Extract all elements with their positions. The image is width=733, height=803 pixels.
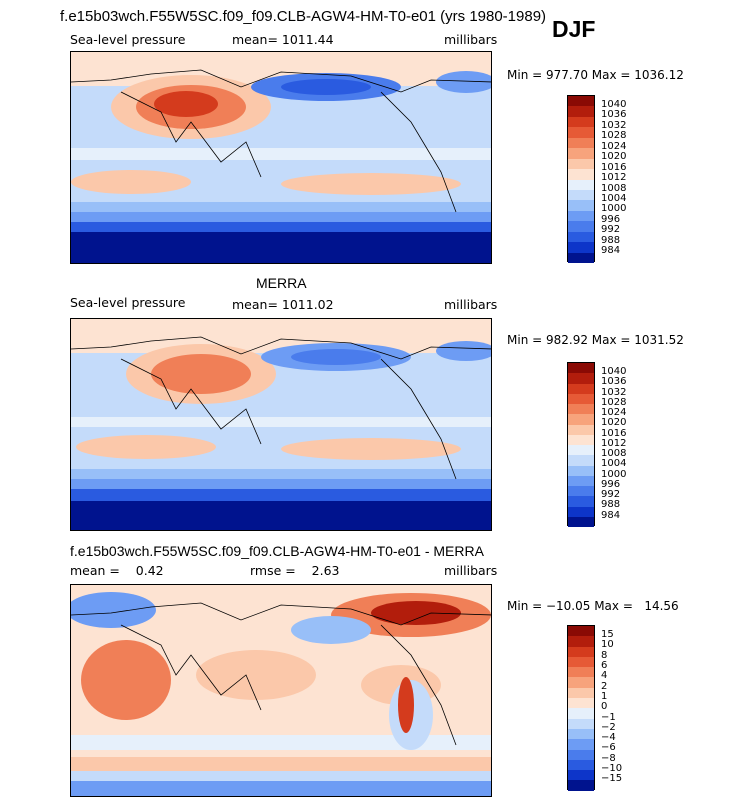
colorbar-tick: 1004: [601, 458, 627, 470]
colorbar-tick: 1000: [601, 203, 627, 215]
colorbar-tick: 4: [601, 670, 608, 682]
colorbar-tick: 10: [601, 639, 614, 651]
colorbar-tick: 1012: [601, 172, 627, 184]
colorbar-tick: 0: [601, 701, 608, 713]
colorbar-tick: 1016: [601, 161, 627, 173]
colorbar-tick: 988: [601, 234, 621, 246]
colorbar-tick: 1040: [601, 366, 627, 377]
colorbar-tick: 1028: [601, 396, 627, 408]
colorbar-tick: 1024: [601, 407, 627, 418]
colorbar-tick: −15: [601, 773, 623, 785]
panel3-units: millibars: [444, 563, 498, 578]
colorbar-tick: 1000: [601, 468, 627, 480]
panel2-variable: Sea-level pressure: [70, 295, 186, 310]
panel2-map-plot: [71, 319, 491, 530]
colorbar-tick: 1008: [601, 182, 627, 194]
colorbar-tick: 1012: [601, 437, 627, 449]
colorbar-tick: 1024: [601, 140, 627, 152]
panel2-title: MERRA: [256, 275, 307, 291]
panel1-mean: mean= 1011.44: [232, 32, 334, 47]
colorbar-tick: 996: [601, 213, 621, 225]
panel2-mean: mean= 1011.02: [232, 297, 334, 312]
panel2-map: [70, 318, 492, 531]
colorbar-tick: 1008: [601, 448, 627, 459]
colorbar-tick: 1036: [601, 109, 627, 121]
panel1-units: millibars: [444, 32, 498, 47]
colorbar-tick: 1032: [601, 119, 627, 131]
colorbar-tick: 1028: [601, 130, 627, 142]
colorbar-tick: 1004: [601, 193, 627, 204]
colorbar-tick: 1032: [601, 386, 627, 398]
colorbar-tick: 1: [601, 690, 608, 702]
colorbar-tick: 2: [601, 680, 608, 692]
colorbar-tick: −1: [601, 711, 616, 723]
colorbar-tick: −4: [601, 732, 616, 744]
colorbar-tick: 1020: [601, 417, 627, 429]
panel3-map: [70, 584, 492, 797]
panel1-variable: Sea-level pressure: [70, 32, 186, 47]
colorbar-tick: 8: [601, 649, 608, 661]
colorbar-tick: 1020: [601, 151, 627, 163]
panel3-map-plot: [71, 585, 491, 796]
panel3-title: f.e15b03wch.F55W5SC.f09_f09.CLB-AGW4-HM-…: [70, 543, 484, 559]
colorbar-tick: −10: [601, 763, 623, 774]
colorbar-tick: 992: [601, 489, 621, 500]
panel1-colorbar: [567, 95, 595, 263]
panel2-colorbar: [567, 362, 595, 527]
colorbar-tick: 1040: [601, 99, 627, 110]
colorbar-tick: 992: [601, 224, 621, 236]
panel1-minmax: Min = 977.70 Max = 1036.12: [507, 68, 684, 82]
panel3-minmax: Min = −10.05 Max = 14.56: [507, 599, 679, 613]
page-title: f.e15b03wch.F55W5SC.f09_f09.CLB-AGW4-HM-…: [60, 8, 547, 25]
panel3-mean: mean = 0.42: [70, 563, 164, 578]
colorbar-tick: 1016: [601, 427, 627, 439]
colorbar-tick: 996: [601, 478, 621, 490]
colorbar-tick: −8: [601, 752, 616, 764]
colorbar-tick: 984: [601, 245, 621, 257]
panel3-rmse: rmse = 2.63: [250, 563, 340, 578]
panel3-colorbar: [567, 625, 595, 791]
colorbar-tick: −2: [601, 721, 616, 733]
colorbar-tick: 984: [601, 509, 621, 521]
colorbar-tick: 1036: [601, 376, 627, 388]
panel1-map-plot: [71, 52, 491, 263]
panel1-map: [70, 51, 492, 264]
panel2-units: millibars: [444, 297, 498, 312]
colorbar-tick: 6: [601, 659, 608, 671]
panel2-minmax: Min = 982.92 Max = 1031.52: [507, 333, 684, 347]
colorbar-tick: −6: [601, 742, 616, 754]
colorbar-tick: 988: [601, 499, 621, 511]
colorbar-tick: 15: [601, 629, 614, 640]
season-label: DJF: [552, 16, 596, 42]
